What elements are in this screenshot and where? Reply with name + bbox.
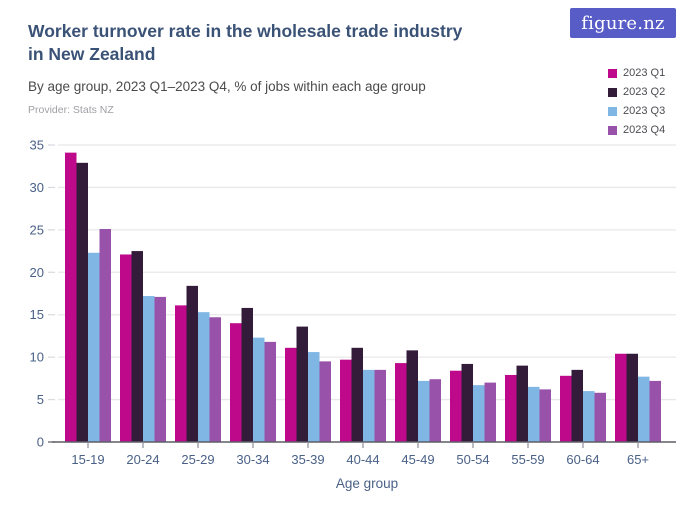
bar[interactable] — [583, 391, 595, 442]
legend-swatch — [608, 68, 617, 78]
bars — [65, 152, 662, 442]
legend-label: 2023 Q4 — [623, 124, 666, 136]
bar[interactable] — [154, 296, 167, 442]
bar[interactable] — [516, 365, 529, 442]
bar[interactable] — [560, 375, 572, 442]
legend-label: 2023 Q3 — [623, 105, 666, 117]
legend-item: 2023 Q4 — [608, 123, 665, 137]
bar[interactable] — [484, 382, 497, 442]
y-axis-tick-label: 30 — [30, 180, 44, 195]
bar[interactable] — [308, 352, 320, 442]
bar[interactable] — [131, 251, 144, 442]
bar[interactable] — [230, 323, 242, 442]
y-axis-tick-label: 0 — [37, 435, 44, 450]
bar[interactable] — [528, 386, 540, 442]
bar[interactable] — [65, 152, 77, 442]
bar[interactable] — [241, 307, 254, 442]
bar[interactable] — [296, 326, 309, 442]
x-axis-tick-label: 15-19 — [71, 452, 104, 467]
bar[interactable] — [418, 380, 430, 442]
x-axis-tick-label: 45-49 — [401, 452, 434, 467]
bar[interactable] — [253, 337, 265, 442]
chart-title-line2: in New Zealand — [28, 44, 156, 64]
chart-title: Worker turnover rate in the wholesale tr… — [28, 20, 548, 66]
legend-label: 2023 Q2 — [623, 86, 666, 98]
x-axis-tick-label: 25-29 — [181, 452, 214, 467]
bar[interactable] — [395, 363, 407, 442]
legend-item: 2023 Q2 — [608, 85, 665, 99]
x-axis-tick-label: 55-59 — [511, 452, 544, 467]
x-axis-title: Age group — [336, 476, 398, 491]
bar[interactable] — [429, 379, 442, 442]
bar[interactable] — [638, 376, 650, 442]
x-axis-tick-label: 60-64 — [566, 452, 599, 467]
y-axis: 0 5 10 15 20 25 30 35 — [30, 138, 55, 450]
figurenz-logo[interactable]: figure.nz — [570, 8, 676, 38]
legend-swatch — [608, 106, 617, 116]
legend-item: 2023 Q1 — [608, 66, 665, 80]
y-axis-tick-label: 20 — [30, 265, 44, 280]
bar[interactable] — [186, 285, 199, 442]
x-axis-tick-label: 40-44 — [346, 452, 379, 467]
bar[interactable] — [175, 305, 187, 442]
provider-attribution: Provider: Stats NZ — [28, 104, 114, 116]
figurenz-logo-text: figure.nz — [581, 12, 665, 34]
bar[interactable] — [264, 341, 277, 442]
bar[interactable] — [363, 369, 375, 442]
bar[interactable] — [99, 229, 112, 442]
bar[interactable] — [649, 380, 662, 442]
x-axis-tick-label: 65+ — [627, 452, 649, 467]
bar[interactable] — [450, 370, 462, 442]
bar[interactable] — [374, 369, 387, 442]
bar[interactable] — [406, 350, 419, 442]
bar[interactable] — [198, 312, 210, 442]
chart-subtitle: By age group, 2023 Q1–2023 Q4, % of jobs… — [28, 79, 426, 94]
bar[interactable] — [615, 353, 627, 442]
bar[interactable] — [88, 252, 100, 442]
chart-title-line1: Worker turnover rate in the wholesale tr… — [28, 21, 463, 41]
y-axis-tick-label: 25 — [30, 222, 44, 237]
bar[interactable] — [285, 347, 297, 442]
bar[interactable] — [351, 347, 364, 442]
legend-swatch — [608, 87, 617, 97]
x-axis: 15-19 20-24 25-29 30-34 35-39 40-44 45-49 50-54… — [52, 441, 676, 467]
bar[interactable] — [209, 317, 222, 442]
legend-label: 2023 Q1 — [623, 67, 666, 79]
y-axis-tick-label: 10 — [30, 350, 44, 365]
x-axis-tick-label: 30-34 — [236, 452, 269, 467]
x-axis-tick-label: 20-24 — [126, 452, 159, 467]
y-axis-tick-label: 35 — [30, 138, 44, 153]
bar[interactable] — [143, 296, 155, 442]
bar[interactable] — [461, 363, 474, 442]
bar[interactable] — [76, 162, 89, 442]
bar[interactable] — [319, 361, 332, 442]
legend-item: 2023 Q3 — [608, 104, 665, 118]
x-axis-tick-label: 35-39 — [291, 452, 324, 467]
bar[interactable] — [571, 369, 584, 442]
bar[interactable] — [340, 359, 352, 442]
bar[interactable] — [539, 389, 552, 442]
chart-legend: 2023 Q1 2023 Q2 2023 Q3 2023 Q4 — [608, 66, 665, 137]
bar[interactable] — [626, 353, 639, 442]
y-axis-tick-label: 5 — [37, 392, 44, 407]
x-axis-tick-label: 50-54 — [456, 452, 489, 467]
bar[interactable] — [120, 254, 132, 442]
legend-swatch — [608, 125, 617, 135]
bar[interactable] — [594, 392, 607, 442]
y-axis-tick-label: 15 — [30, 307, 44, 322]
bar-chart: 0 5 10 15 20 25 30 35 15-19 20-24 25-29 30-34 35-39… — [30, 138, 676, 491]
bar[interactable] — [505, 374, 517, 442]
bar[interactable] — [473, 385, 485, 442]
